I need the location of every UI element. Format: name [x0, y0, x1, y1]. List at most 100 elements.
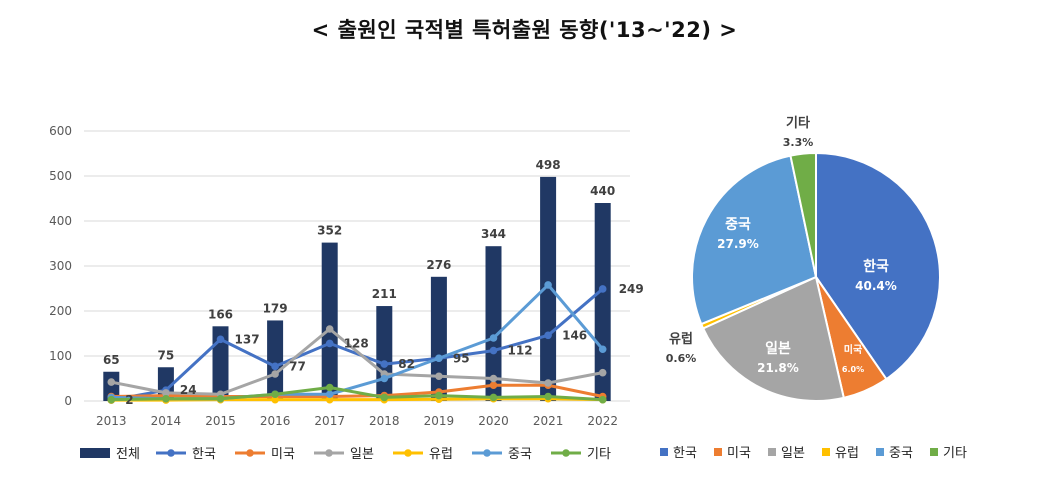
x-tick-label: 2021 — [533, 414, 564, 428]
data-point — [544, 392, 552, 401]
legend-marker — [246, 449, 254, 457]
legend-swatch — [714, 448, 722, 456]
pie-category-label: 중국 — [725, 217, 751, 233]
pie-slice-한국 — [815, 151, 941, 381]
legend-label: 유럽 — [835, 446, 859, 461]
pie-chart — [691, 151, 941, 402]
legend-item-중국: 중국 — [472, 447, 532, 462]
legend-label: 유럽 — [429, 447, 453, 462]
legend-swatch — [876, 448, 884, 456]
bar-2021 — [540, 176, 557, 401]
y-tick-label: 500 — [49, 169, 72, 183]
y-axis-ticks: 0 100 200 300 400 500 600 — [49, 124, 72, 408]
pie-legend-item-일본: 일본 — [768, 446, 805, 461]
series-line — [111, 327, 603, 396]
line-value-label: 112 — [508, 344, 533, 358]
data-point — [216, 394, 225, 403]
data-point — [598, 368, 607, 377]
bar-2020 — [485, 246, 502, 401]
data-point — [216, 335, 225, 344]
legend-item-미국: 미국 — [235, 447, 295, 462]
data-point — [325, 339, 334, 348]
line-data-labels: 2 24 137 77 128 82 95 112 146 249 — [125, 282, 643, 407]
pie-label-유럽: 유럽 0.6% — [666, 332, 697, 365]
pie-category-label: 한국 — [863, 259, 889, 275]
pie-label-중국: 중국 27.9% — [717, 217, 759, 251]
data-point — [325, 383, 334, 392]
line-value-label: 146 — [562, 328, 587, 342]
pie-category-label: 일본 — [765, 341, 791, 357]
pie-legend-item-중국: 중국 — [876, 446, 913, 461]
legend-label: 한국 — [673, 446, 697, 461]
pie-category-label: 미국 — [844, 343, 862, 356]
legend-item-일본: 일본 — [314, 447, 374, 462]
pie-legend-item-유럽: 유럽 — [822, 446, 859, 461]
data-point — [489, 393, 498, 402]
data-point — [435, 354, 443, 363]
bar-value-label: 344 — [481, 227, 506, 241]
bar-2022 — [594, 203, 611, 401]
y-tick-label: 600 — [49, 124, 72, 138]
pie-legend-item-한국: 한국 — [660, 446, 697, 461]
x-tick-label: 2019 — [424, 414, 455, 428]
legend-swatch — [768, 448, 776, 456]
pie-label-일본: 일본 21.8% — [757, 341, 799, 375]
data-point — [271, 370, 279, 378]
bar-2017 — [321, 242, 338, 401]
x-tick-label: 2017 — [314, 414, 345, 428]
legend-marker — [325, 449, 333, 457]
legend-item-기타: 기타 — [551, 447, 611, 462]
line-value-label: 137 — [235, 332, 260, 346]
data-point — [489, 374, 498, 383]
legend-marker — [404, 449, 412, 457]
data-point — [325, 325, 334, 333]
pie-percent-label: 27.9% — [717, 237, 759, 251]
bar-value-label: 440 — [590, 184, 615, 198]
bar-value-label: 166 — [208, 307, 233, 321]
legend-marker — [483, 449, 491, 457]
data-point — [162, 394, 170, 403]
pie-percent-label: 3.3% — [783, 136, 814, 149]
data-point — [598, 345, 607, 354]
legend-swatch — [660, 448, 668, 456]
data-point — [271, 395, 279, 404]
pie-label-미국: 미국 6.0% — [842, 343, 864, 374]
legend-label: 미국 — [727, 446, 751, 461]
data-point — [107, 378, 116, 386]
x-tick-label: 2020 — [478, 414, 509, 428]
line-value-label: 128 — [344, 336, 369, 350]
x-axis-ticks: 2013 2014 2015 2016 2017 2018 2019 2020 2021 2022 — [96, 414, 618, 428]
legend-swatch — [822, 448, 830, 456]
data-point — [380, 393, 389, 402]
legend-label: 중국 — [889, 446, 913, 461]
x-tick-label: 2022 — [587, 414, 618, 428]
data-point — [544, 281, 552, 289]
pie-percent-label: 40.4% — [855, 279, 897, 293]
x-tick-label: 2018 — [369, 414, 400, 428]
data-point — [435, 391, 443, 400]
legend-label: 전체 — [116, 447, 140, 462]
bar-value-label: 179 — [263, 301, 288, 315]
bar-value-label: 211 — [372, 287, 397, 301]
data-point — [325, 395, 334, 404]
bar-2016 — [267, 320, 284, 401]
y-tick-label: 300 — [49, 259, 72, 273]
data-point — [489, 346, 498, 355]
pie-labels: 한국 40.4% 미국 6.0% 일본 21.8% 유럽 0.6% 중국 27.9% 기타 3.3% — [666, 115, 897, 375]
pie-percent-label: 21.8% — [757, 361, 799, 375]
data-point — [271, 362, 279, 371]
line-value-label: 24 — [180, 383, 197, 397]
pie-label-한국: 한국 40.4% — [855, 259, 897, 293]
bar-data-labels: 65 75 166 179 352 211 276 344 498 440 — [103, 158, 615, 367]
line-series-기타 — [107, 383, 607, 404]
legend-label: 일본 — [350, 447, 374, 462]
data-point — [435, 372, 443, 381]
bar-series — [103, 176, 611, 401]
pie-label-기타: 기타 3.3% — [783, 115, 814, 149]
line-value-label: 77 — [289, 359, 306, 373]
pie-slice-중국 — [691, 154, 818, 326]
data-point — [544, 379, 552, 387]
legend-label: 미국 — [271, 447, 295, 462]
pie-legend-item-기타: 기타 — [930, 446, 967, 461]
